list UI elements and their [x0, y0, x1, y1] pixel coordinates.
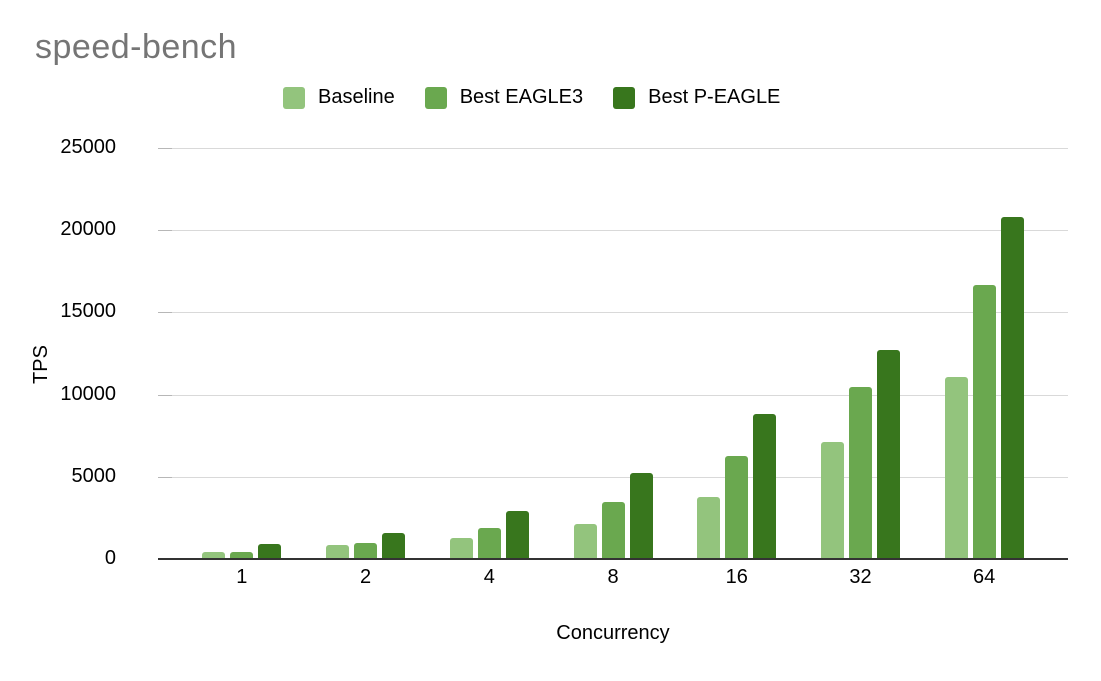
x-tick-label: 8 [607, 566, 619, 588]
bar-best-p-eagle-x32 [876, 350, 900, 559]
bar-best-p-eagle-x16 [753, 413, 777, 559]
y-tick-mark [158, 312, 172, 314]
y-tick-label: 10000 [60, 382, 116, 405]
y-tick-label: 25000 [60, 136, 116, 158]
bar-best-p-eagle-x1 [258, 544, 282, 559]
x-tick-label: 4 [483, 566, 495, 588]
legend-label: Baseline [318, 86, 395, 108]
plot-area: 0 5000 10000 15000 20000 25000 [60, 136, 1068, 569]
bar-group-concurrency-32 [799, 148, 923, 559]
bar-best-eagle3-x2 [354, 542, 378, 559]
bar-baseline-x64 [944, 376, 968, 559]
bar-best-p-eagle-x4 [505, 510, 529, 559]
bar-group-concurrency-4 [427, 148, 551, 559]
bar-best-p-eagle-x2 [382, 532, 406, 559]
legend-swatch-icon [424, 86, 447, 109]
x-tick-label: 1 [236, 566, 248, 588]
bar-best-eagle3-x4 [477, 527, 501, 559]
bar-group-concurrency-64 [922, 148, 1046, 559]
x-tick-label: 32 [849, 566, 872, 588]
legend-item-best-eagle3: Best EAGLE3 [424, 86, 584, 109]
legend-swatch-icon [283, 86, 305, 109]
gridline [158, 148, 1068, 149]
gridline [158, 312, 1068, 314]
bar-baseline-x8 [573, 523, 597, 559]
bar-baseline-x32 [820, 442, 844, 559]
y-tick-label: 5000 [71, 464, 117, 487]
y-tick-label: 20000 [60, 218, 116, 241]
y-axis-title: TPS [29, 345, 52, 384]
bar-group-concurrency-1 [180, 148, 304, 559]
bar-group-concurrency-16 [675, 148, 799, 559]
bar-best-eagle3-x64 [972, 284, 996, 559]
bar-best-p-eagle-x8 [629, 472, 653, 559]
legend-label: Best P-EAGLE [648, 86, 781, 108]
y-tick-label: 15000 [60, 300, 116, 323]
gridline [158, 230, 1068, 232]
legend-item-best-p-eagle: Best P-EAGLE [613, 86, 780, 109]
bar-best-eagle3-x16 [725, 456, 749, 559]
bar-baseline-x16 [697, 496, 721, 559]
chart-title: speed-bench [35, 28, 238, 66]
y-tick-label: 0 [104, 547, 116, 569]
y-tick-mark [158, 476, 172, 478]
bars-layer [158, 148, 1068, 559]
bar-best-eagle3-x1 [230, 551, 254, 559]
legend-item-baseline: Baseline [283, 86, 395, 109]
y-tick-mark [158, 230, 172, 232]
legend-label: Best EAGLE3 [459, 86, 584, 108]
y-tick-mark [158, 148, 172, 149]
x-tick-label: 64 [973, 566, 996, 588]
gridline [158, 394, 1068, 396]
bar-best-p-eagle-x64 [1000, 217, 1024, 559]
legend: Baseline Best EAGLE3 Best P-EAGLE [283, 86, 780, 109]
x-tick-label: 16 [725, 566, 748, 588]
bar-group-concurrency-2 [304, 148, 428, 559]
bar-baseline-x1 [202, 551, 226, 559]
bar-best-eagle3-x32 [848, 387, 872, 559]
x-axis-line [158, 558, 1068, 560]
legend-swatch-icon [613, 86, 636, 109]
x-axis-title: Concurrency [556, 622, 670, 644]
bar-best-eagle3-x8 [601, 501, 625, 559]
bar-group-concurrency-8 [551, 148, 675, 559]
y-tick-mark [158, 394, 172, 396]
bar-baseline-x2 [326, 545, 350, 559]
x-tick-labels: 1 2 4 8 16 32 64 [158, 566, 1068, 589]
x-tick-label: 2 [360, 566, 372, 588]
bar-baseline-x4 [449, 538, 473, 559]
gridline [158, 476, 1068, 478]
